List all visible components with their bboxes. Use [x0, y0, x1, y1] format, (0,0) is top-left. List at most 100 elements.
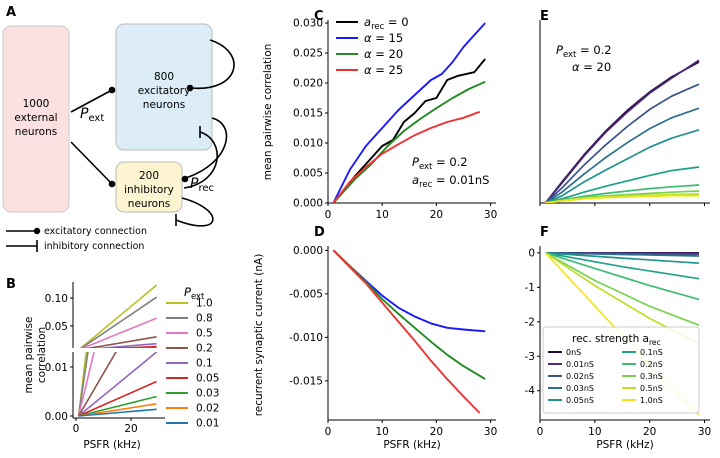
- chart-f-ytick-label: 0: [528, 247, 535, 259]
- chart-c-ytick-label: 0.005: [293, 168, 323, 180]
- chart-f-xtick-label: 30: [698, 426, 711, 438]
- chart-c-annotation-line2: arec = 0.01nS: [412, 173, 489, 190]
- chart-d-series-line: [332, 249, 481, 414]
- chart-f-series-line: [545, 252, 700, 280]
- chart-f-legend-label: 0.3nS: [640, 372, 663, 381]
- panel-label-b: B: [6, 277, 16, 292]
- chart-b-legend-label: 0.03: [196, 388, 219, 400]
- chart-f-xtick-label: 20: [643, 426, 656, 438]
- chart-b-xtick: 20: [124, 423, 137, 435]
- inh-self-loop: [175, 197, 214, 227]
- chart-f-legend-label: 0.5nS: [640, 384, 663, 393]
- chart-b-series-line: [79, 284, 158, 348]
- p-rec-label: Prec: [190, 176, 214, 194]
- chart-b-ytick-top: 0.05: [45, 321, 68, 333]
- chart-d-ylabel: recurrent synaptic current (nA): [253, 254, 265, 417]
- chart-d-series-line: [332, 249, 486, 380]
- chart-b-series-line: [80, 296, 158, 348]
- chart-b-legend-label: 0.5: [196, 328, 213, 340]
- chart-c-series-line: [332, 110, 481, 203]
- panel-label-c: C: [314, 9, 324, 24]
- chart-c-xtick-label: 0: [325, 209, 332, 221]
- synapse-dot: [108, 86, 116, 94]
- chart-f-series-line: [545, 252, 700, 265]
- chart-b-ylabel-line2: correlation: [36, 327, 48, 383]
- chart-e-annotation-line2: α = 20: [572, 60, 611, 74]
- chart-b-series-line: [78, 403, 157, 417]
- chart-e-series-line: [544, 59, 700, 203]
- chart-d-ytick-label: -0.015: [289, 375, 323, 387]
- chart-b-legend-label: 0.2: [196, 343, 213, 355]
- chart-c-xtick-label: 20: [430, 209, 443, 221]
- chart-b-legend-label: 0.1: [196, 358, 213, 370]
- chart-f-ytick-label: -2: [525, 316, 535, 328]
- ext-to-exc-arrow: [70, 89, 113, 113]
- chart-f-legend-label: 0nS: [566, 348, 581, 357]
- chart-b-legend-label: 1.0: [196, 298, 213, 310]
- chart-b-legend-label: 0.01: [196, 418, 219, 430]
- legend-excitatory-label: excitatory connection: [44, 226, 147, 237]
- p-ext-label: Pext: [80, 106, 104, 124]
- chart-f-series-line: [545, 252, 700, 326]
- chart-c-legend-label: arec = 0: [364, 15, 409, 32]
- chart-d-series-line: [332, 249, 486, 333]
- chart-b-series-line: [77, 352, 95, 417]
- chart-c-ytick-label: 0.025: [293, 48, 323, 60]
- inh-to-exc-arrow: [183, 131, 218, 189]
- chart-f-legend-label: 1.0nS: [640, 396, 663, 405]
- chart-b-xtick: 0: [73, 423, 80, 435]
- chart-e-series-line: [545, 166, 700, 203]
- chart-f-legend-label: 0.2nS: [640, 360, 663, 369]
- chart-f-xlabel: PSFR (kHz): [596, 439, 653, 451]
- chart-c-xtick-label: 30: [484, 209, 497, 221]
- chart-e-annotation-line1: Pext = 0.2: [556, 43, 612, 60]
- chart-f-series-line: [545, 252, 700, 301]
- legend-excitatory-dot: [33, 227, 41, 235]
- chart-b-legend-label: 0.05: [196, 373, 219, 385]
- excitatory-label-line1: 800: [154, 71, 174, 83]
- chart-e-series-line: [545, 107, 700, 203]
- legend-inhibitory-label: inhibitory connection: [44, 241, 144, 252]
- chart-f-legend-title: rec. strength arec: [572, 333, 661, 347]
- chart-f-legend-label: 0.05nS: [566, 396, 594, 405]
- exc-to-inh-arrow: [185, 117, 228, 179]
- chart-e-series-line: [545, 128, 700, 203]
- chart-b: mean pairwise correlation PSFR (kHz) 0.1…: [23, 282, 219, 451]
- chart-b-ylabel-line1: mean pairwise: [23, 317, 35, 394]
- synapse-dot: [181, 175, 189, 183]
- chart-b-series-line: [81, 317, 157, 348]
- excitatory-label-line2: excitatory: [138, 85, 191, 97]
- chart-e: Pext = 0.2 α = 20: [539, 20, 710, 206]
- chart-f-xtick-label: 10: [588, 426, 601, 438]
- chart-c-series-line: [332, 80, 486, 203]
- chart-b-series-line: [93, 342, 157, 348]
- chart-c-legend-label: α = 25: [364, 63, 403, 77]
- chart-e-series-line: [545, 194, 699, 203]
- chart-c-series-line: [332, 58, 486, 203]
- chart-f-legend-label: 0.1nS: [640, 348, 663, 357]
- ext-to-inh-arrow: [70, 141, 113, 185]
- network-diagram: 1000 external neurons 800 excitatory neu…: [2, 23, 235, 252]
- panel-label-e: E: [540, 9, 549, 24]
- synapse-dot: [186, 84, 194, 92]
- chart-c-ytick-label: 0.015: [293, 108, 323, 120]
- external-neurons-box: [2, 25, 70, 213]
- chart-f-legend-label: 0.03nS: [566, 384, 594, 393]
- chart-c-ytick-label: 0.030: [293, 18, 323, 30]
- chart-d-ytick-label: 0.000: [293, 245, 323, 257]
- chart-b-series-line: [79, 349, 157, 350]
- chart-b-series-line: [106, 345, 157, 348]
- chart-f-ytick-label: -3: [525, 351, 535, 363]
- chart-d-xtick-label: 20: [430, 426, 443, 438]
- chart-c-legend-label: α = 20: [364, 47, 403, 61]
- synapse-dot: [108, 180, 116, 188]
- chart-d-xtick-label: 30: [484, 426, 497, 438]
- chart-d-xtick-label: 0: [325, 426, 332, 438]
- exc-self-loop: [191, 39, 235, 89]
- chart-f-series-line: [545, 252, 700, 257]
- external-label-line3: neurons: [15, 126, 57, 138]
- chart-d-ytick-label: -0.005: [289, 288, 323, 300]
- chart-b-series-line: [78, 352, 158, 417]
- chart-f-ytick-label: -4: [525, 385, 536, 397]
